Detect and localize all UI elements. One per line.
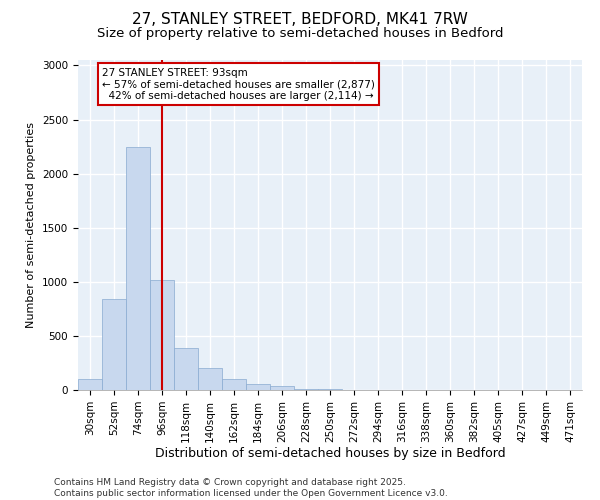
Y-axis label: Number of semi-detached properties: Number of semi-detached properties — [26, 122, 37, 328]
Bar — [198, 368, 222, 390]
X-axis label: Distribution of semi-detached houses by size in Bedford: Distribution of semi-detached houses by … — [155, 448, 505, 460]
Bar — [174, 348, 198, 390]
Bar — [150, 280, 174, 390]
Bar — [222, 379, 246, 390]
Text: 27 STANLEY STREET: 93sqm
← 57% of semi-detached houses are smaller (2,877)
  42%: 27 STANLEY STREET: 93sqm ← 57% of semi-d… — [102, 68, 375, 101]
Bar — [126, 146, 150, 390]
Bar — [78, 379, 102, 390]
Bar — [270, 386, 294, 390]
Bar — [102, 299, 126, 390]
Text: Contains HM Land Registry data © Crown copyright and database right 2025.
Contai: Contains HM Land Registry data © Crown c… — [54, 478, 448, 498]
Bar — [246, 384, 270, 390]
Text: 27, STANLEY STREET, BEDFORD, MK41 7RW: 27, STANLEY STREET, BEDFORD, MK41 7RW — [132, 12, 468, 28]
Text: Size of property relative to semi-detached houses in Bedford: Size of property relative to semi-detach… — [97, 28, 503, 40]
